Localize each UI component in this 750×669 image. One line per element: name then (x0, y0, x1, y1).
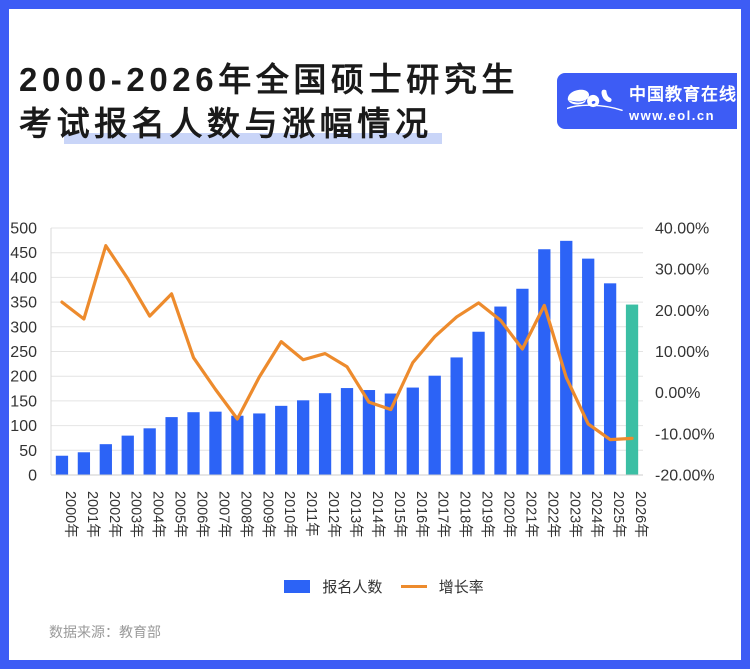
svg-text:50: 50 (19, 443, 37, 460)
svg-text:2014年: 2014年 (369, 491, 386, 538)
svg-text:2024年: 2024年 (588, 491, 605, 538)
svg-text:2010年: 2010年 (281, 491, 298, 538)
svg-text:2001年: 2001年 (84, 491, 101, 538)
svg-text:2022年: 2022年 (544, 491, 561, 538)
svg-text:2011年: 2011年 (303, 491, 320, 537)
svg-text:250: 250 (10, 344, 37, 361)
svg-text:500: 500 (10, 221, 37, 238)
svg-text:-10.00%: -10.00% (655, 426, 715, 443)
svg-text:2008年: 2008年 (237, 491, 254, 538)
svg-text:2025年: 2025年 (610, 491, 627, 538)
svg-text:2017年: 2017年 (435, 491, 452, 538)
svg-text:300: 300 (10, 319, 37, 336)
svg-text:2000年: 2000年 (62, 491, 79, 538)
svg-text:400: 400 (10, 270, 37, 287)
svg-text:2005年: 2005年 (172, 491, 189, 538)
svg-text:30.00%: 30.00% (655, 262, 709, 279)
svg-text:2009年: 2009年 (259, 491, 276, 538)
svg-text:2002年: 2002年 (106, 491, 123, 538)
svg-text:10.00%: 10.00% (655, 344, 709, 361)
svg-text:2016年: 2016年 (413, 491, 430, 538)
svg-text:0: 0 (28, 468, 37, 485)
svg-text:2018年: 2018年 (457, 491, 474, 538)
svg-text:2004年: 2004年 (150, 491, 167, 538)
svg-text:2015年: 2015年 (391, 491, 408, 538)
svg-text:40.00%: 40.00% (655, 221, 709, 238)
svg-text:2007年: 2007年 (215, 491, 232, 538)
svg-text:20.00%: 20.00% (655, 303, 709, 320)
svg-text:200: 200 (10, 369, 37, 386)
svg-text:150: 150 (10, 393, 37, 410)
svg-text:2021年: 2021年 (522, 491, 539, 538)
svg-text:2023年: 2023年 (566, 491, 583, 538)
svg-text:450: 450 (10, 245, 37, 262)
svg-text:0.00%: 0.00% (655, 385, 700, 402)
svg-text:2019年: 2019年 (479, 491, 496, 538)
svg-text:2013年: 2013年 (347, 491, 364, 538)
svg-text:2020年: 2020年 (500, 491, 517, 538)
svg-text:350: 350 (10, 295, 37, 312)
svg-text:100: 100 (10, 418, 37, 435)
svg-text:-20.00%: -20.00% (655, 468, 715, 485)
svg-text:2003年: 2003年 (128, 491, 145, 538)
svg-text:2026年: 2026年 (632, 491, 649, 538)
svg-text:2012年: 2012年 (325, 491, 342, 538)
svg-text:2006年: 2006年 (194, 491, 211, 538)
